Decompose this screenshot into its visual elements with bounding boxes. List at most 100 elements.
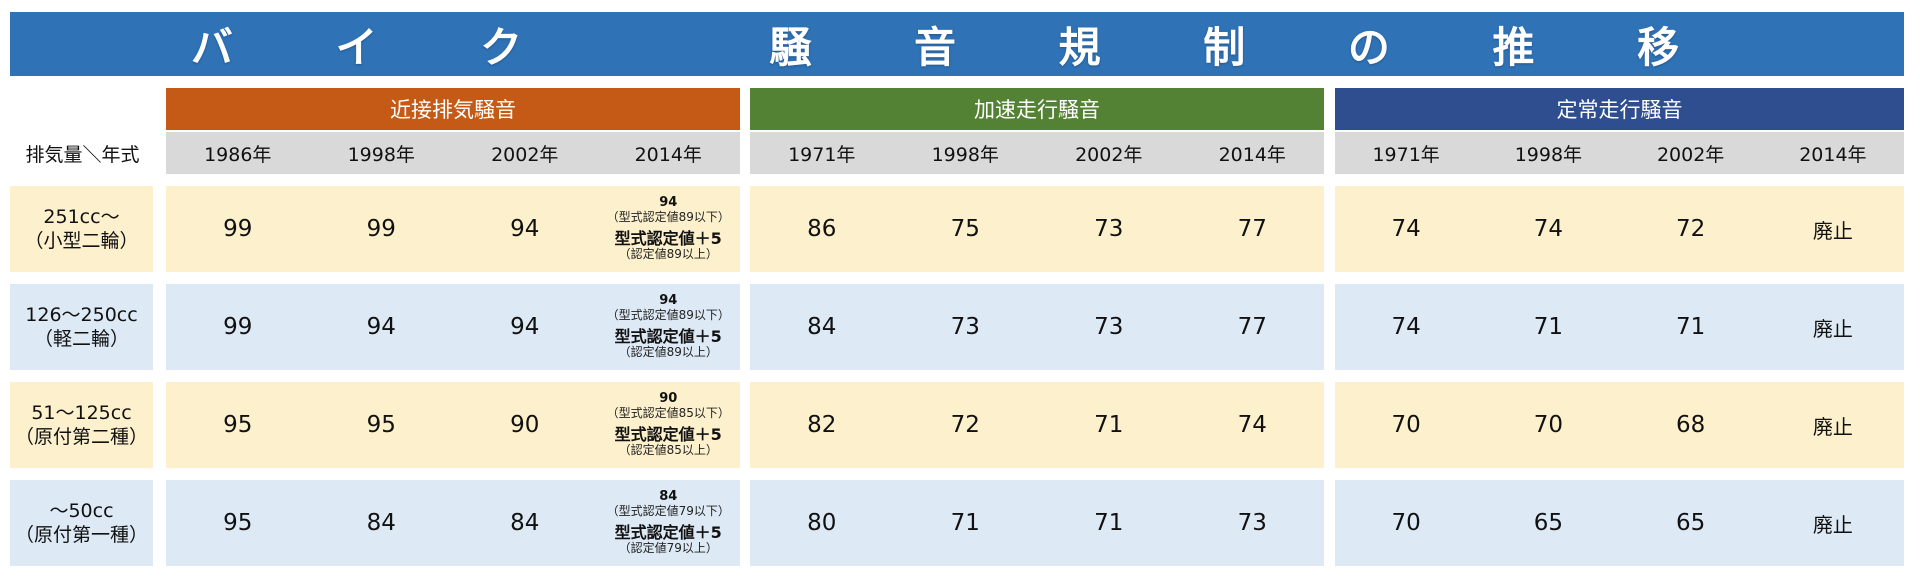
table-cell: 72 [950, 412, 980, 438]
table-cell: 84 [510, 510, 540, 536]
table-cell: 廃止 [1812, 512, 1853, 537]
table-cell: 75 [950, 216, 980, 242]
table-cell: 74 [1533, 216, 1564, 242]
table-cell: 77 [1237, 216, 1267, 242]
table-cell: 72 [1675, 216, 1706, 242]
year-strip-steady: 1971年 1998年 2002年 2014年 [1335, 132, 1904, 174]
table-row: 99 99 94 94 （型式認定値89以下） 型式認定値＋5 （認定値89以上… [166, 186, 740, 272]
proximity-2014-note: 94 （型式認定値89以下） 型式認定値＋5 （認定値89以上） [597, 284, 741, 370]
table-cell: 94 [510, 216, 540, 242]
year-header: 2002年 [1075, 143, 1143, 166]
proximity-2014-note: 94 （型式認定値89以下） 型式認定値＋5 （認定値89以上） [597, 186, 741, 272]
table-cell: 84 [807, 314, 837, 340]
table-row: 70 70 68 廃止 [1335, 382, 1904, 468]
year-header: 1998年 [1514, 143, 1583, 166]
year-header: 1998年 [931, 143, 999, 166]
table-cell: 90 [510, 412, 540, 438]
title-bar: バ イ ク 騒 音 規 制 の 推 移 [10, 12, 1904, 76]
table-cell: 廃止 [1812, 218, 1853, 243]
table-cell: 94 [366, 314, 396, 340]
row-label-line: 51～125cc [31, 402, 132, 424]
year-strip-proximity: 1986年 1998年 2002年 2014年 [166, 132, 740, 174]
year-header: 1986年 [204, 143, 272, 166]
table-cell: 廃止 [1812, 414, 1853, 439]
note-rule: 型式認定値＋5 [614, 522, 722, 542]
row-label-line: 251cc～ [43, 206, 120, 228]
note-condition: （型式認定値79以下） [606, 503, 730, 518]
year-header: 2014年 [1799, 143, 1867, 166]
row-label-126-250cc: 126～250cc （軽二輪） [10, 284, 153, 370]
row-label-line: （軽二輪） [33, 328, 129, 350]
table-cell: 77 [1237, 314, 1267, 340]
table-row: 99 94 94 94 （型式認定値89以下） 型式認定値＋5 （認定値89以上… [166, 284, 740, 370]
table-cell: 86 [807, 216, 837, 242]
note-condition: （認定値79以上） [618, 541, 718, 556]
table-row: 74 71 71 廃止 [1335, 284, 1904, 370]
proximity-2014-note: 84 （型式認定値79以下） 型式認定値＋5 （認定値79以上） [597, 480, 741, 566]
table-cell: 73 [1094, 314, 1124, 340]
table-row: 82 72 71 74 [750, 382, 1324, 468]
table-cell: 68 [1675, 412, 1706, 438]
table-cell: 84 [366, 510, 396, 536]
note-condition: （認定値85以上） [618, 443, 718, 458]
year-header: 2002年 [491, 143, 559, 166]
table-cell: 73 [950, 314, 980, 340]
page-title: バ イ ク 騒 音 規 制 の 推 移 [190, 22, 1724, 72]
table-cell: 廃止 [1812, 316, 1853, 341]
year-header: 1998年 [347, 143, 415, 166]
note-condition: （型式認定値89以下） [606, 209, 730, 224]
note-rule: 型式認定値＋5 [614, 326, 722, 346]
group-header-steady: 定常走行騒音 [1335, 88, 1904, 130]
table-cell: 74 [1391, 216, 1421, 242]
year-header: 2002年 [1656, 143, 1725, 166]
row-label-line: ～50cc [49, 500, 114, 522]
group-label: 定常走行騒音 [1556, 98, 1683, 122]
note-condition: （認定値89以上） [618, 345, 718, 360]
proximity-2014-note: 90 （型式認定値85以下） 型式認定値＋5 （認定値85以上） [597, 382, 741, 468]
corner-label: 排気量＼年式 [25, 143, 140, 166]
table-row: 70 65 65 廃止 [1335, 480, 1904, 566]
row-label-line: （原付第一種） [14, 524, 148, 546]
row-label-251cc: 251cc～ （小型二輪） [10, 186, 153, 272]
note-limit: 84 [659, 489, 678, 505]
table-cell: 73 [1094, 216, 1124, 242]
note-limit: 90 [659, 391, 678, 407]
table-row: 95 84 84 84 （型式認定値79以下） 型式認定値＋5 （認定値79以上… [166, 480, 740, 566]
note-rule: 型式認定値＋5 [614, 424, 722, 444]
table-row: 80 71 71 73 [750, 480, 1324, 566]
year-header: 1971年 [788, 143, 856, 166]
table-cell: 94 [510, 314, 540, 340]
table-cell: 74 [1237, 412, 1267, 438]
table-cell: 95 [366, 412, 396, 438]
table-cell: 70 [1391, 510, 1421, 536]
table-cell: 99 [223, 314, 253, 340]
year-header: 2014年 [1218, 143, 1286, 166]
table-cell: 82 [807, 412, 837, 438]
row-label-line: （原付第二種） [14, 426, 148, 448]
table-cell: 71 [950, 510, 980, 536]
table-cell: 70 [1391, 412, 1421, 438]
group-label: 加速走行騒音 [974, 98, 1100, 122]
note-limit: 94 [659, 195, 678, 211]
table-cell: 71 [1675, 314, 1706, 340]
note-rule: 型式認定値＋5 [614, 228, 722, 248]
row-label-51-125cc: 51～125cc （原付第二種） [10, 382, 153, 468]
group-header-proximity: 近接排気騒音 [166, 88, 740, 130]
note-condition: （型式認定値85以下） [606, 405, 730, 420]
table-cell: 80 [807, 510, 837, 536]
table-cell: 71 [1533, 314, 1564, 340]
table-cell: 73 [1237, 510, 1267, 536]
note-condition: （認定値89以上） [618, 247, 718, 262]
table-cell: 70 [1533, 412, 1564, 438]
table-cell: 65 [1675, 510, 1706, 536]
year-header: 2014年 [634, 143, 702, 166]
table-cell: 71 [1094, 412, 1124, 438]
year-strip-acceleration: 1971年 1998年 2002年 2014年 [750, 132, 1324, 174]
row-label-line: 126～250cc [25, 304, 138, 326]
group-label: 近接排気騒音 [390, 98, 516, 122]
table-cell: 65 [1533, 510, 1564, 536]
group-header-acceleration: 加速走行騒音 [750, 88, 1324, 130]
table-row: 84 73 73 77 [750, 284, 1324, 370]
row-label-line: （小型二輪） [24, 230, 139, 252]
table-row: 95 95 90 90 （型式認定値85以下） 型式認定値＋5 （認定値85以上… [166, 382, 740, 468]
